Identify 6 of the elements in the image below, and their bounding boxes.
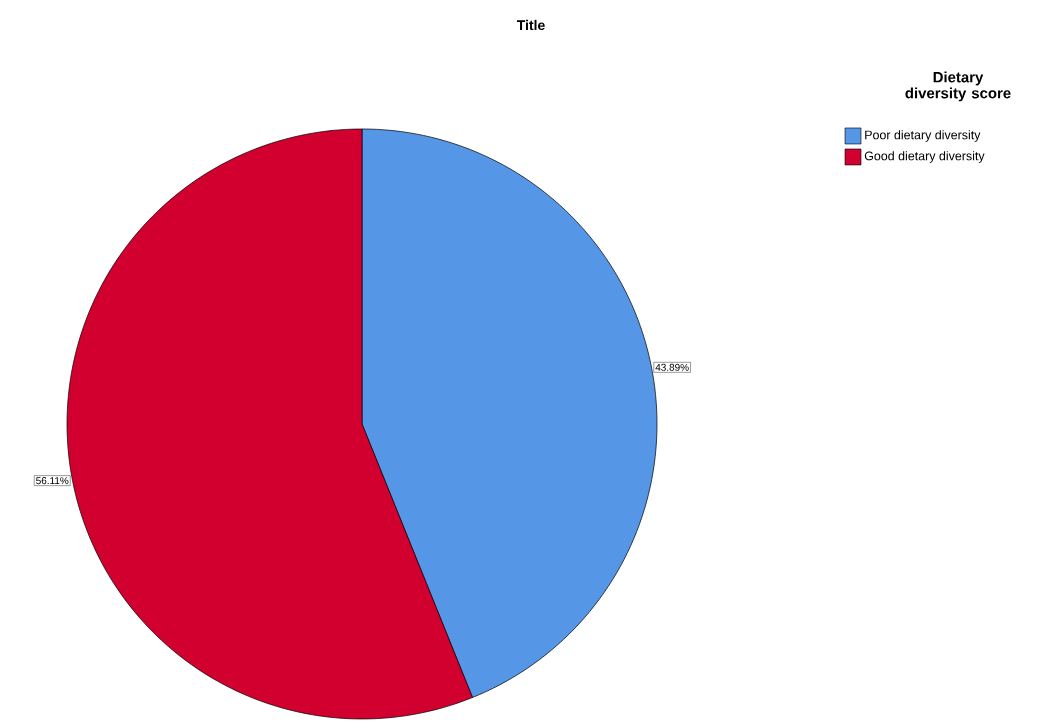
data-label: 56.11% xyxy=(36,477,69,485)
legend-label: Good dietary diversity xyxy=(864,151,985,163)
legend-title: Dietary diversity score xyxy=(905,71,1011,102)
legend-label: Poor dietary diversity xyxy=(865,130,981,142)
data-label: 43.89% xyxy=(655,363,689,371)
chart-title: Title xyxy=(516,19,545,31)
